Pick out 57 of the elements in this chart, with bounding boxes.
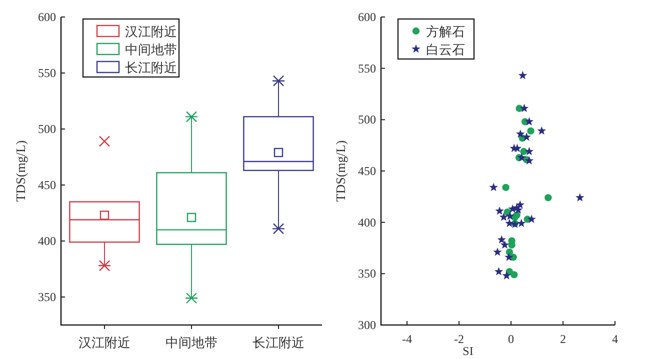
legend-label: 白云石 — [426, 42, 465, 57]
x-tick-label: 0 — [508, 332, 514, 346]
y-axis-title: TDS(mg/L) — [333, 140, 348, 202]
legend-label: 方解石 — [426, 24, 465, 39]
legend-label: 长江附近 — [125, 60, 177, 75]
point — [537, 126, 546, 135]
x-tick-label: 中间地带 — [166, 335, 218, 350]
point — [502, 271, 511, 280]
point — [502, 184, 510, 192]
point — [495, 206, 504, 215]
x-tick-label: -4 — [402, 332, 412, 346]
point — [510, 271, 518, 278]
y-tick-label: 350 — [38, 290, 56, 304]
point — [524, 156, 534, 164]
point — [527, 214, 536, 223]
point — [489, 182, 498, 192]
y-tick-label: 550 — [358, 61, 376, 76]
point — [544, 194, 552, 202]
point — [576, 193, 584, 202]
y-tick-label: 450 — [38, 178, 56, 192]
point — [516, 129, 525, 138]
y-tick-label: 300 — [358, 318, 376, 332]
x-tick-label: 2 — [560, 332, 566, 346]
y-tick-label: 400 — [38, 234, 56, 248]
y-tick-label: 600 — [358, 10, 376, 24]
y-tick-label: 550 — [38, 66, 56, 80]
y-axis-title: TDS(mg/L) — [13, 140, 28, 202]
point — [522, 132, 531, 141]
legend-label: 汉江附近 — [125, 24, 177, 39]
point — [494, 267, 504, 276]
y-tick-label: 500 — [358, 112, 376, 127]
point — [499, 212, 508, 221]
point — [493, 248, 502, 256]
x-axis-title: SI — [462, 344, 474, 358]
y-tick-label: 600 — [38, 10, 56, 24]
point — [497, 235, 506, 244]
point — [504, 252, 514, 261]
x-tick-label: 4 — [612, 332, 618, 346]
y-tick-label: 500 — [38, 122, 56, 136]
point — [517, 153, 526, 162]
y-tick-label: 450 — [358, 164, 376, 178]
point — [520, 148, 528, 156]
point — [518, 70, 528, 80]
x-tick-label: -2 — [454, 332, 464, 346]
legend-label: 中间地带 — [125, 42, 177, 57]
point — [524, 117, 534, 126]
point — [524, 146, 534, 156]
point — [520, 104, 529, 112]
point — [517, 218, 526, 228]
point — [500, 240, 510, 249]
point — [506, 212, 514, 220]
x-tick-label: 汉江附近 — [78, 335, 130, 350]
y-tick-label: 400 — [358, 215, 376, 230]
point — [505, 218, 514, 228]
point — [527, 127, 534, 135]
x-tick-label: 长江附近 — [252, 335, 304, 350]
y-tick-label: 350 — [358, 266, 376, 281]
